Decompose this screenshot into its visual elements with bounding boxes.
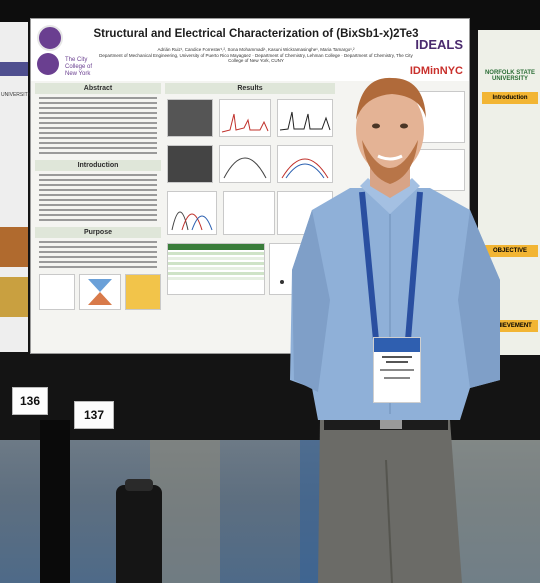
smile (377, 154, 403, 161)
right-poster-university: NORFOLK STATE UNIVERSITY (484, 70, 536, 82)
poster-institution: The City College of New York (65, 57, 93, 77)
badge-header (374, 338, 420, 352)
fit-curve-figure (277, 145, 333, 183)
name-badge (373, 337, 421, 403)
crystal-structure-figure (39, 274, 75, 310)
poster-title: Structural and Electrical Characterizati… (93, 28, 419, 40)
poster-header: The City College of New York Structural … (31, 19, 469, 81)
sem-image-figure (167, 145, 213, 183)
right-poster-objective-header: OBJECTIVE (482, 245, 538, 257)
spectra-plot-figure (277, 99, 333, 137)
fit-curve-graphic (281, 158, 329, 179)
topological-insulator-figure (79, 274, 121, 310)
beard (362, 140, 418, 184)
left-poster-band (0, 62, 28, 76)
right-poster-introduction-header: Introduction (482, 92, 538, 104)
left-poster-figure (0, 277, 28, 317)
board-number-136: 136 (12, 387, 48, 415)
right-arm (458, 210, 500, 388)
pants (318, 420, 462, 583)
afm-image-figure (167, 99, 213, 137)
poster-author-list: Adrián Ruiz¹, Candice Forrester¹,², Sona… (157, 47, 355, 52)
board-number-137: 137 (74, 401, 114, 429)
lanyard-left-strap (359, 191, 379, 341)
introduction-heading: Introduction (35, 160, 161, 171)
left-poster-figure (0, 227, 28, 267)
ideals-logo: IDEALS (415, 37, 463, 52)
face (356, 86, 424, 174)
rocking-curve-figure (219, 145, 271, 183)
lanyard-right-strap (405, 191, 423, 341)
left-arm (292, 210, 330, 392)
ccny-seal-icon (37, 25, 63, 51)
hair (356, 77, 426, 120)
badge-details (374, 356, 420, 379)
bottle-cap (125, 479, 153, 491)
spectra-graphic (279, 111, 331, 131)
carpet-stripe (450, 440, 540, 583)
3d-topological-figure (125, 274, 161, 310)
peak-comparison-figure (167, 191, 217, 235)
shirt (290, 188, 500, 420)
board-support-pole (40, 420, 70, 583)
ccny-crest-icon (37, 53, 59, 75)
crystal-structure-figures (39, 274, 161, 314)
rocking-curve-graphic (223, 157, 267, 179)
data-table-figure (167, 243, 265, 295)
left-neighbor-poster: UNIVERSITY (0, 22, 32, 352)
right-eye (400, 123, 408, 129)
poster-affiliations: Department of Mechanical Engineering, Un… (99, 52, 413, 64)
purpose-heading: Purpose (35, 227, 161, 238)
idm-nyc-logo: IDMinNYC (409, 65, 463, 77)
water-bottle (116, 479, 162, 583)
abstract-heading: Abstract (35, 83, 161, 94)
xrd-peaks-graphic (221, 113, 269, 133)
poster-left-column: Abstract Introduction Purpose (35, 83, 161, 351)
poster-authors: Adrián Ruiz¹, Candice Forrester¹,², Sona… (91, 47, 421, 64)
xrd-plot-figure (219, 99, 271, 137)
left-poster-university: UNIVERSITY (1, 92, 32, 98)
results-heading: Results (165, 83, 335, 94)
left-eye (372, 123, 380, 129)
lattice-plot-figure (223, 191, 275, 235)
dirac-cone-icon (88, 279, 112, 305)
peak-comparison-graphic (171, 211, 213, 231)
